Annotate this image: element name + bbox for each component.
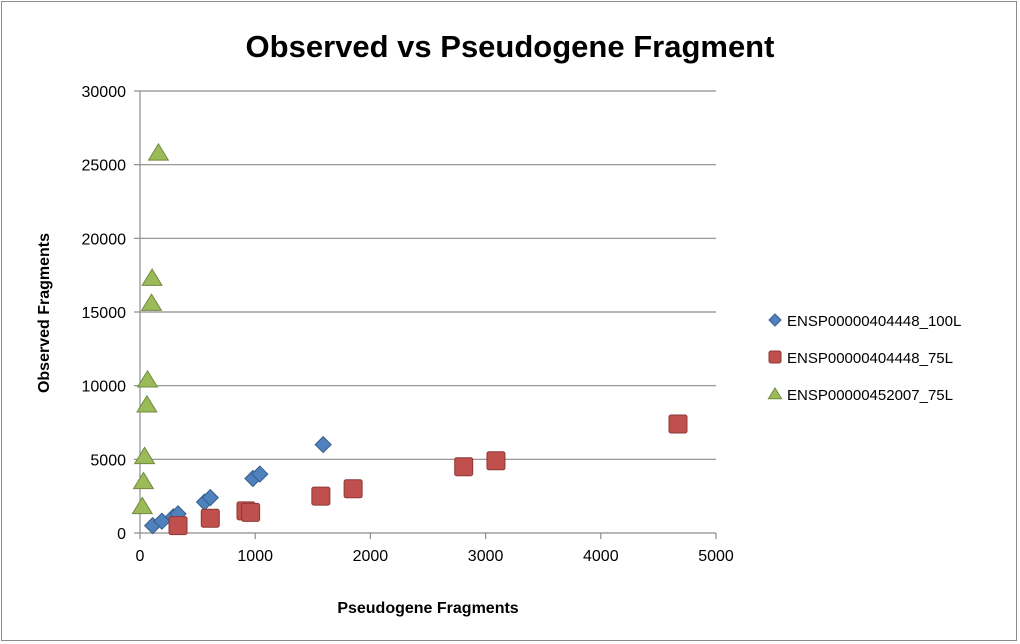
data-point-square [168,516,188,536]
data-point-triangle [133,446,156,465]
data-point-square [454,457,474,477]
data-point-triangle [136,369,159,388]
data-point-square [311,486,331,506]
legend-marker-triangle [767,387,783,400]
x-tick-label: 3000 [468,548,504,565]
axes [134,90,717,539]
y-tick-label: 30000 [82,84,127,101]
legend-label: ENSP00000404448_100L [787,313,961,330]
x-tick-label: 0 [136,548,145,565]
data-point-square [343,479,363,499]
data-point-triangle [140,293,163,311]
y-tick-label: 20000 [82,231,127,248]
data-point-square-shape [668,414,688,434]
data-point-square [200,508,220,528]
y-tick-label: 5000 [90,452,126,469]
x-tick-label: 2000 [353,548,389,565]
data-point-triangle-shape [131,496,154,515]
y-axis-title: Observed Fragments [36,233,53,393]
legend-marker-triangle-shape [767,387,783,400]
legend-item: ENSP00000452007_75L [767,387,953,404]
data-point-square [241,502,261,522]
data-point-triangle-shape [133,446,156,465]
data-point-diamond [251,465,269,483]
legend-marker-square [768,350,782,364]
y-tick-label: 25000 [82,158,127,175]
data-point-square-shape [486,451,506,471]
legend-label: ENSP00000452007_75L [787,387,953,404]
tick-labels: 0 5000 10000 15000 20000 25000 30000 0 1000 2000 3… [82,84,734,565]
data-point-square [668,414,688,434]
data-point-square-shape [454,457,474,477]
data-point-square [486,451,506,471]
data-point-triangle-shape [136,369,159,388]
data-point-diamond-shape [314,435,332,454]
data-point-diamond [314,435,332,454]
legend-item: ENSP00000404448_75L [768,350,953,367]
data-point-triangle-shape [140,293,163,311]
y-tick-label: 10000 [82,379,127,396]
data-point-triangle [131,496,154,515]
legend-marker-diamond [768,313,782,327]
data-point-triangle-shape [147,142,170,161]
data-point-triangle-shape [136,394,158,413]
data-point-square-shape [168,516,188,536]
legend-item: ENSP00000404448_100L [768,313,961,330]
series-square [168,414,688,536]
data-point-square-shape [343,479,363,499]
legend-marker-diamond-shape [768,313,782,327]
x-tick-label: 4000 [583,548,619,565]
data-point-triangle [141,268,163,286]
x-tick-label: 5000 [698,548,734,565]
data-point-diamond-shape [251,465,269,483]
data-point-triangle-shape [132,471,155,490]
data-point-triangle-shape [141,268,163,286]
data-point-square-shape [200,508,220,528]
legend-label: ENSP00000404448_75L [787,350,953,367]
y-tick-label: 15000 [82,305,127,322]
data-point-triangle [132,471,155,490]
data-points [131,142,688,536]
data-point-triangle [136,394,158,413]
legend: ENSP00000404448_100L ENSP00000404448_75L E… [767,313,961,404]
data-point-triangle [147,142,170,161]
data-point-diamond-shape [201,488,219,507]
data-point-square-shape [311,486,331,506]
series-triangle [131,142,170,515]
x-axis-title: Pseudogene Fragments [337,600,518,617]
data-point-diamond [201,488,219,507]
legend-marker-square-shape [768,350,782,364]
y-tick-label: 0 [117,526,126,543]
series-diamond [143,435,332,535]
gridlines [140,90,716,460]
chart-title: Observed vs Pseudogene Fragment [246,29,775,64]
x-tick-label: 1000 [237,548,273,565]
data-point-square-shape [241,502,261,522]
